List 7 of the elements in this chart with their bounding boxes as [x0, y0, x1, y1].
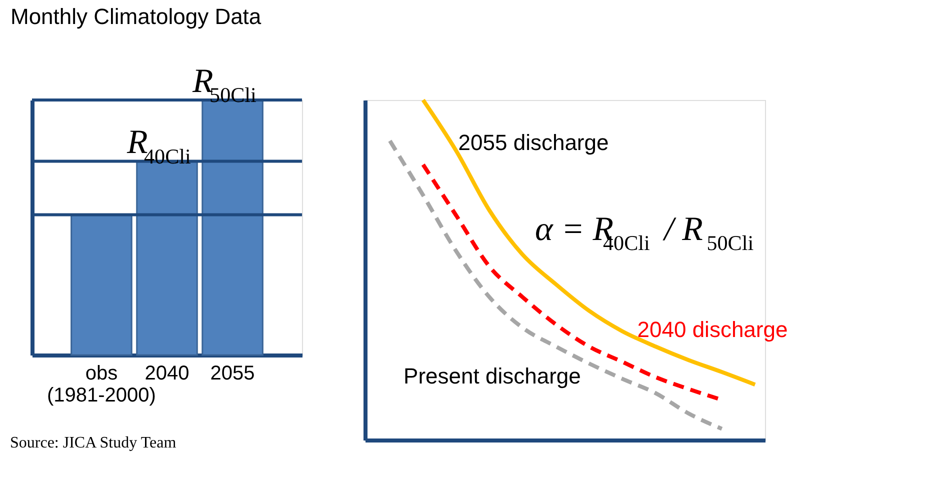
series-label: 2055 discharge: [458, 130, 609, 155]
series-label: 2040 discharge: [637, 316, 788, 342]
chart-title: Monthly Climatology Data: [10, 4, 262, 29]
source-note: Source: JICA Study Team: [10, 434, 177, 452]
series-label: Present discharge: [404, 364, 581, 388]
x-tick-label: 2055: [210, 362, 255, 384]
x-tick-label: 2040: [144, 362, 190, 384]
